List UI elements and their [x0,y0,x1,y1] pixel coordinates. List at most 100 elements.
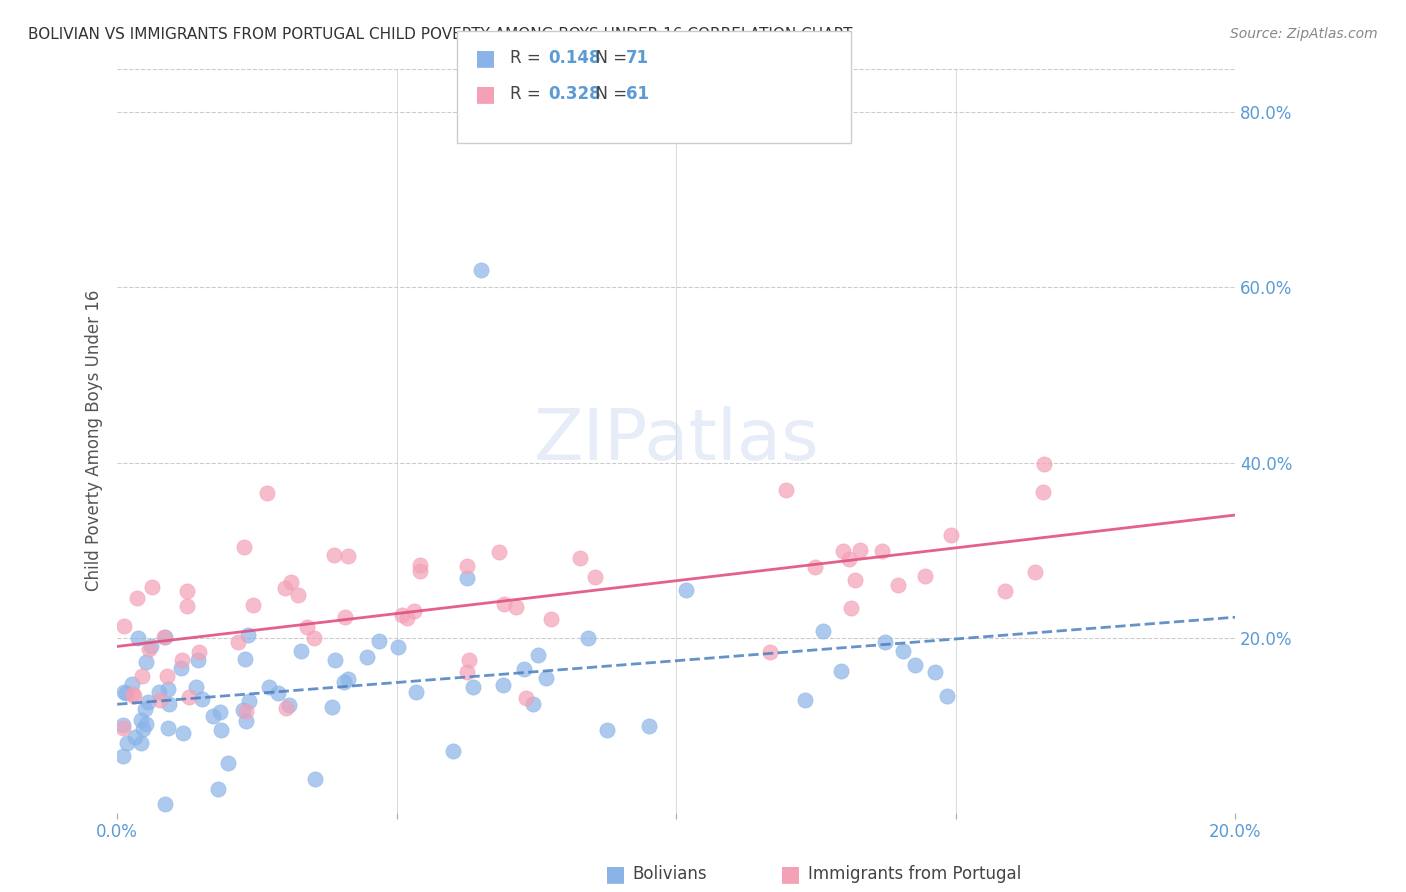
Point [924,665,946,679]
Point [209,723,232,737]
Point [134,655,156,669]
Point [201,709,224,723]
Point [136,695,159,709]
Point [935,689,957,703]
Point [235,704,257,718]
Point [207,781,229,796]
Point [208,705,231,719]
Point [323,652,346,666]
Point [387,640,409,655]
Point [505,600,527,615]
Point [458,653,481,667]
Point [242,598,264,612]
Text: 0.328: 0.328 [548,85,600,103]
Point [302,631,325,645]
Point [333,610,356,624]
Point [804,560,827,574]
Point [1033,457,1056,471]
Point [122,687,145,701]
Point [994,583,1017,598]
Point [232,540,254,554]
Text: ZIPatlas: ZIPatlas [533,406,820,475]
Point [179,690,201,704]
Point [129,713,152,727]
Text: Immigrants from Portugal: Immigrants from Portugal [808,865,1022,883]
Point [114,686,136,700]
Text: 71: 71 [626,49,648,67]
Point [176,583,198,598]
Point [132,722,155,736]
Point [849,543,872,558]
Point [156,681,179,696]
Point [295,619,318,633]
Point [323,549,346,563]
Point [135,717,157,731]
Point [141,581,163,595]
Text: 0.148: 0.148 [548,49,600,67]
Point [569,551,592,566]
Text: ■: ■ [780,864,801,884]
Point [409,558,432,573]
Point [585,569,607,583]
Text: 61: 61 [626,85,648,103]
Text: ■: ■ [475,84,496,103]
Point [127,631,149,645]
Point [456,571,478,585]
Text: R =: R = [510,85,547,103]
Point [287,588,309,602]
Point [176,599,198,613]
Point [138,642,160,657]
Point [456,665,478,679]
Point [155,631,177,645]
Point [513,662,536,676]
Point [156,721,179,735]
Point [576,631,599,645]
Y-axis label: Child Poverty Among Boys Under 16: Child Poverty Among Boys Under 16 [86,290,103,591]
Point [1024,565,1046,579]
Text: Bolivians: Bolivians [633,865,707,883]
Point [872,543,894,558]
Point [1032,484,1054,499]
Point [811,624,834,638]
Point [463,680,485,694]
Point [111,722,134,736]
Point [127,591,149,605]
Point [356,649,378,664]
Point [122,689,145,703]
Point [236,628,259,642]
Point [274,582,297,596]
Text: ■: ■ [475,48,496,68]
Point [395,611,418,625]
Point [152,630,174,644]
Point [527,648,550,662]
Point [844,574,866,588]
Point [121,677,143,691]
Point [887,578,910,592]
Point [456,558,478,573]
Point [278,698,301,713]
Point [492,597,515,611]
Point [441,744,464,758]
Point [170,653,193,667]
Point [111,748,134,763]
Point [111,717,134,731]
Point [226,635,249,649]
Point [156,669,179,683]
Text: ■: ■ [605,864,626,884]
Point [115,736,138,750]
Point [404,604,426,618]
Point [233,652,256,666]
Point [257,680,280,694]
Point [186,680,208,694]
Point [337,672,360,686]
Point [148,685,170,699]
Text: N =: N = [585,49,633,67]
Point [391,607,413,622]
Point [675,582,697,597]
Point [492,678,515,692]
Point [337,549,360,564]
Point [129,736,152,750]
Point [235,714,257,728]
Point [405,685,427,699]
Point [540,612,562,626]
